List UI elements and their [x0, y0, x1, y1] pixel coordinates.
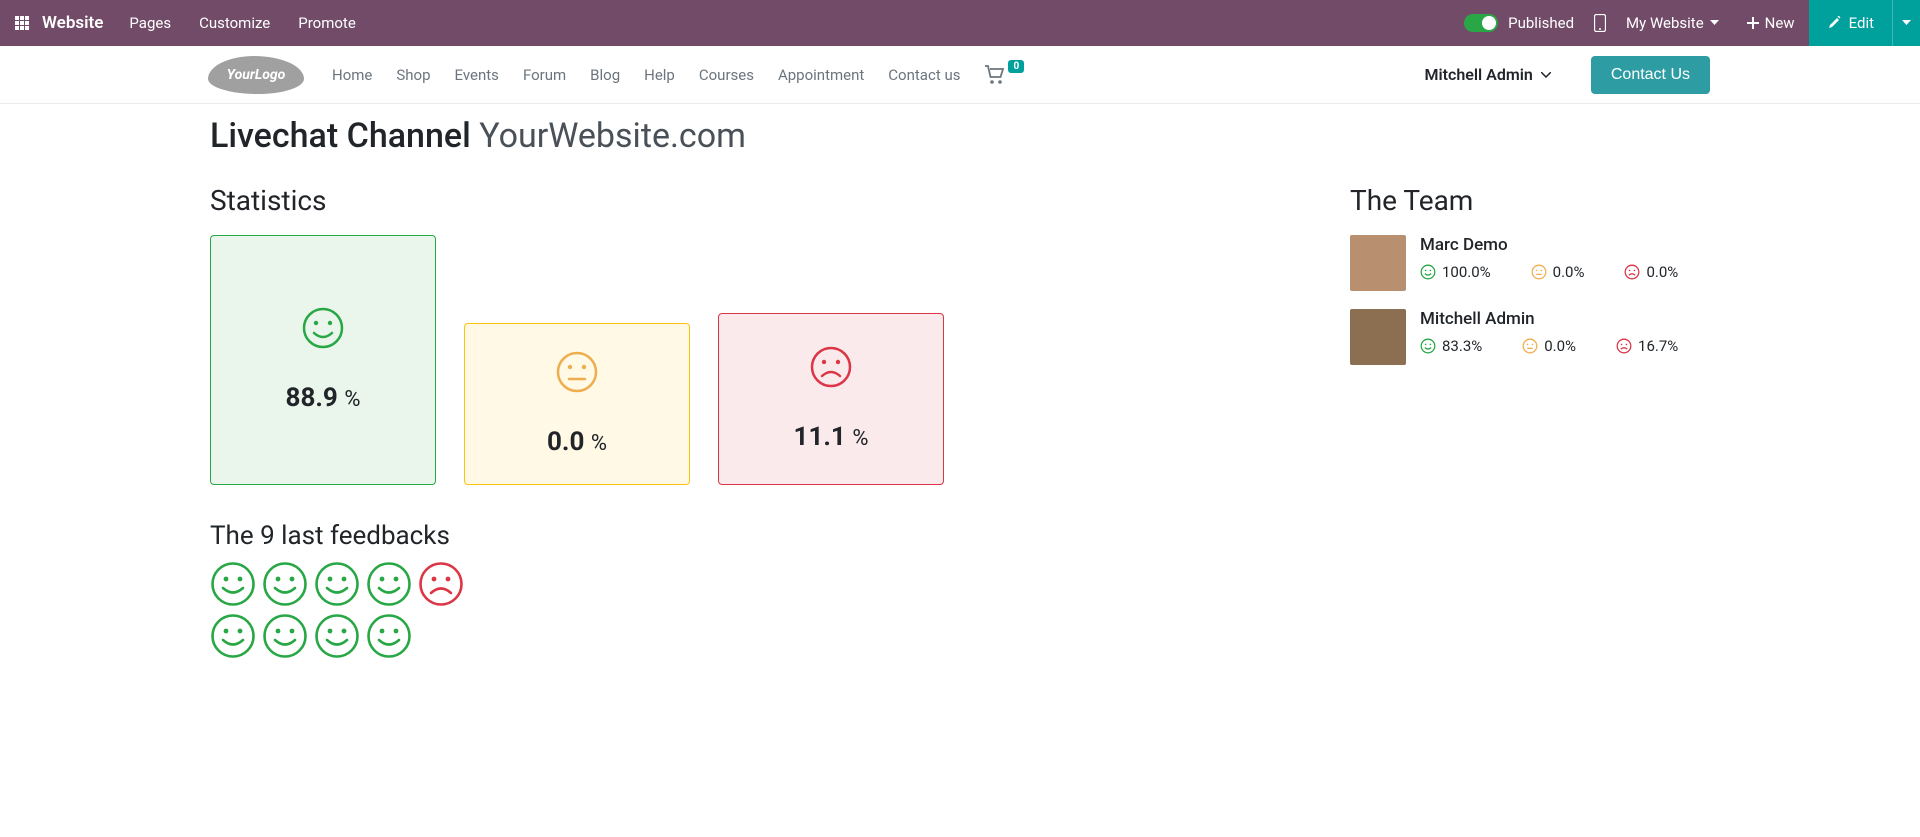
menu-promote[interactable]: Promote — [298, 14, 356, 32]
topbar-right: Published My Website New Edit — [1464, 0, 1920, 46]
cart-count: 0 — [1008, 60, 1024, 73]
frown-icon — [810, 346, 852, 388]
title-prefix: Livechat Channel — [210, 116, 479, 156]
nav-courses[interactable]: Courses — [699, 66, 754, 84]
stat-sad-value: 11.1 % — [794, 422, 869, 452]
feedback-heading: The 9 last feedbacks — [210, 521, 1290, 551]
team-member-name: Mitchell Admin — [1420, 309, 1678, 329]
stat-card-happy: 88.9 % — [210, 235, 436, 485]
page-title: Livechat Channel YourWebsite.com — [210, 116, 1710, 156]
nav-help[interactable]: Help — [644, 66, 675, 84]
smile-icon — [1420, 338, 1436, 354]
smile-icon — [302, 307, 344, 349]
smile-icon — [1420, 264, 1436, 280]
team-member-name: Marc Demo — [1420, 235, 1678, 255]
smile-icon — [314, 613, 360, 659]
title-channel: YourWebsite.com — [479, 116, 746, 156]
new-label: New — [1765, 14, 1795, 32]
team-heading: The Team — [1350, 184, 1710, 217]
new-button[interactable]: New — [1733, 0, 1809, 46]
stat-happy-value: 88.9 % — [286, 383, 361, 413]
avatar — [1350, 309, 1406, 365]
menu-customize[interactable]: Customize — [199, 14, 270, 32]
app-title[interactable]: Website — [42, 13, 103, 33]
nav-forum[interactable]: Forum — [523, 66, 566, 84]
edit-button[interactable]: Edit — [1809, 0, 1892, 46]
team-member-stats: 100.0% 0.0% 0.0% — [1420, 263, 1678, 281]
site-logo[interactable]: YourLogo — [208, 56, 304, 94]
page-content: Livechat Channel YourWebsite.com Statist… — [0, 104, 1920, 699]
smile-icon — [262, 561, 308, 607]
nav-events[interactable]: Events — [455, 66, 499, 84]
edit-label: Edit — [1849, 14, 1874, 32]
neutral-icon — [1522, 338, 1538, 354]
team-member: Marc Demo 100.0% 0.0% 0.0% — [1350, 235, 1710, 291]
caret-down-icon — [1710, 20, 1719, 26]
nav-links: Home Shop Events Forum Blog Help Courses… — [332, 66, 960, 84]
website-selector-label: My Website — [1626, 14, 1704, 32]
stat-card-sad: 11.1 % — [718, 313, 944, 485]
team-member-stats: 83.3% 0.0% 16.7% — [1420, 337, 1678, 355]
topbar-menu: Pages Customize Promote — [129, 14, 355, 32]
nav-contact[interactable]: Contact us — [888, 66, 960, 84]
apps-icon[interactable] — [14, 15, 30, 31]
smile-icon — [262, 613, 308, 659]
cart-button[interactable]: 0 — [984, 65, 1024, 85]
pencil-icon — [1827, 16, 1841, 30]
feedback-grid — [210, 561, 490, 659]
cart-icon — [984, 65, 1006, 85]
nav-appointment[interactable]: Appointment — [778, 66, 864, 84]
neutral-icon — [556, 351, 598, 393]
published-toggle[interactable] — [1464, 14, 1498, 32]
smile-icon — [314, 561, 360, 607]
smile-icon — [366, 613, 412, 659]
caret-down-icon — [1541, 72, 1551, 78]
contact-us-button[interactable]: Contact Us — [1591, 56, 1710, 94]
smile-icon — [210, 613, 256, 659]
stat-neutral-value: 0.0 % — [547, 427, 607, 457]
team-member: Mitchell Admin 83.3% 0.0% 16.7% — [1350, 309, 1710, 365]
mobile-preview-icon[interactable] — [1594, 14, 1606, 32]
app-topbar: Website Pages Customize Promote Publishe… — [0, 0, 1920, 46]
user-menu[interactable]: Mitchell Admin — [1424, 65, 1550, 84]
avatar — [1350, 235, 1406, 291]
website-selector[interactable]: My Website — [1626, 14, 1719, 32]
site-navbar: YourLogo Home Shop Events Forum Blog Hel… — [0, 46, 1920, 104]
frown-icon — [1624, 264, 1640, 280]
smile-icon — [366, 561, 412, 607]
caret-down-icon — [1902, 20, 1911, 26]
frown-icon — [418, 561, 464, 607]
frown-icon — [1616, 338, 1632, 354]
published-label: Published — [1508, 14, 1574, 32]
edit-dropdown[interactable] — [1892, 0, 1920, 46]
nav-shop[interactable]: Shop — [396, 66, 430, 84]
stats-heading: Statistics — [210, 184, 1290, 217]
smile-icon — [210, 561, 256, 607]
nav-blog[interactable]: Blog — [590, 66, 620, 84]
stat-card-neutral: 0.0 % — [464, 323, 690, 485]
neutral-icon — [1531, 264, 1547, 280]
stats-row: 88.9 % 0.0 % 11.1 % — [210, 235, 1290, 485]
nav-home[interactable]: Home — [332, 66, 372, 84]
topbar-left: Website Pages Customize Promote — [0, 13, 356, 33]
user-name: Mitchell Admin — [1424, 65, 1532, 84]
plus-icon — [1747, 17, 1759, 29]
menu-pages[interactable]: Pages — [129, 14, 171, 32]
